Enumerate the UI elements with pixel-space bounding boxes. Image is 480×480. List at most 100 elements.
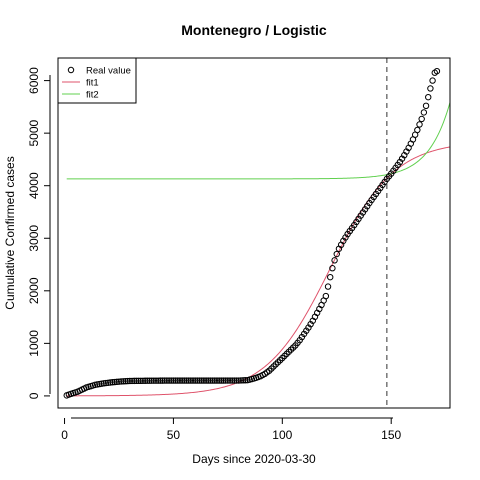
real-value-point: [194, 377, 201, 384]
real-value-point: [144, 377, 151, 384]
y-tick-label: 4000: [27, 172, 41, 199]
real-value-point: [237, 377, 245, 384]
y-tick-label: 6000: [27, 67, 41, 94]
real-value-point: [148, 377, 155, 384]
real-value-point: [333, 250, 340, 258]
real-value-point: [433, 67, 441, 75]
real-value-point: [135, 377, 142, 385]
x-axis-label: Days since 2020-03-30: [192, 452, 316, 466]
real-value-point: [420, 109, 428, 116]
real-value-point: [196, 377, 203, 384]
x-tick-label: 0: [61, 428, 68, 442]
real-value-point: [107, 379, 114, 386]
real-value-point: [170, 377, 177, 384]
y-tick-label: 5000: [27, 119, 41, 146]
chart-title: Montenegro / Logistic: [181, 22, 327, 38]
real-value-point: [176, 377, 184, 384]
real-value-point: [209, 377, 216, 384]
real-value-point: [124, 377, 131, 385]
fit1-line: [66, 146, 450, 397]
legend-real-label: Real value: [86, 66, 131, 77]
x-tick-label: 100: [272, 428, 292, 442]
legend: Real value fit1 fit2: [57, 57, 137, 104]
real-value-point: [205, 377, 212, 384]
real-value-point: [174, 377, 181, 384]
real-value-point: [131, 377, 138, 385]
real-value-point: [100, 380, 107, 387]
real-value-point: [146, 377, 153, 384]
real-value-point: [218, 377, 225, 384]
real-value-point: [422, 102, 430, 110]
real-value-point: [168, 377, 175, 384]
real-value-point: [165, 377, 173, 384]
y-tick-label: 3000: [27, 225, 41, 252]
real-value-point: [185, 377, 192, 384]
real-value-point: [322, 292, 330, 300]
real-value-point: [102, 379, 110, 387]
real-value-point: [329, 265, 336, 272]
real-value-point: [427, 85, 434, 92]
y-tick-label: 2000: [27, 277, 41, 304]
real-value-point: [229, 377, 236, 384]
real-value-point: [425, 93, 432, 101]
real-value-point: [117, 378, 125, 385]
real-value-point: [429, 77, 436, 84]
real-value-point: [231, 377, 238, 384]
real-value-point: [161, 377, 168, 384]
real-value-point: [324, 283, 332, 290]
y-tick-label: 0: [27, 392, 41, 399]
real-value-point: [115, 378, 123, 385]
real-value-point: [104, 379, 112, 386]
real-value-point: [224, 377, 232, 384]
real-value-points: [63, 67, 441, 399]
real-value-point: [207, 377, 214, 384]
legend-real-marker: [67, 66, 75, 74]
real-value-point: [109, 379, 116, 386]
y-tick-label: 1000: [27, 330, 41, 357]
real-value-point: [416, 121, 423, 128]
real-value-point: [183, 377, 190, 384]
plot-area: [63, 58, 450, 408]
x-axis: 0 50 100 150: [61, 417, 402, 442]
real-value-point: [192, 377, 199, 384]
real-value-point: [189, 377, 197, 384]
legend-fit1-label: fit1: [86, 78, 99, 89]
legend-fit2-label: fit2: [86, 90, 99, 101]
real-value-point: [213, 377, 221, 384]
real-value-point: [154, 377, 162, 384]
real-value-point: [222, 377, 229, 384]
real-value-point: [226, 377, 234, 384]
x-ticks: 0 50 100 150: [61, 418, 402, 442]
real-value-point: [133, 377, 140, 385]
y-axis: 0 1000 2000 3000 4000 5000 6000: [27, 67, 51, 399]
legend-box: [57, 57, 137, 104]
real-value-point: [327, 273, 334, 281]
real-value-point: [163, 377, 171, 384]
y-ticks: 0 1000 2000 3000 4000 5000 6000: [27, 67, 50, 399]
real-value-point: [414, 126, 421, 134]
real-value-point: [202, 377, 210, 384]
x-tick-label: 50: [167, 428, 181, 442]
real-value-point: [211, 377, 219, 384]
real-value-point: [220, 377, 227, 384]
real-value-point: [150, 377, 158, 384]
real-value-point: [126, 377, 134, 385]
real-value-point: [137, 377, 144, 385]
real-value-point: [200, 377, 208, 384]
real-value-point: [331, 257, 338, 264]
real-value-point: [113, 378, 121, 386]
real-value-point: [157, 377, 164, 384]
real-value-point: [239, 377, 247, 384]
real-value-point: [178, 377, 186, 384]
real-value-point: [128, 377, 136, 385]
real-value-point: [181, 377, 188, 384]
real-value-point: [152, 377, 160, 384]
real-value-point: [159, 377, 166, 384]
real-value-point: [122, 377, 129, 385]
x-tick-label: 150: [381, 428, 401, 442]
real-value-point: [187, 377, 195, 384]
real-value-point: [111, 378, 118, 386]
real-value-point: [172, 377, 179, 384]
plot-frame: [57, 57, 451, 409]
